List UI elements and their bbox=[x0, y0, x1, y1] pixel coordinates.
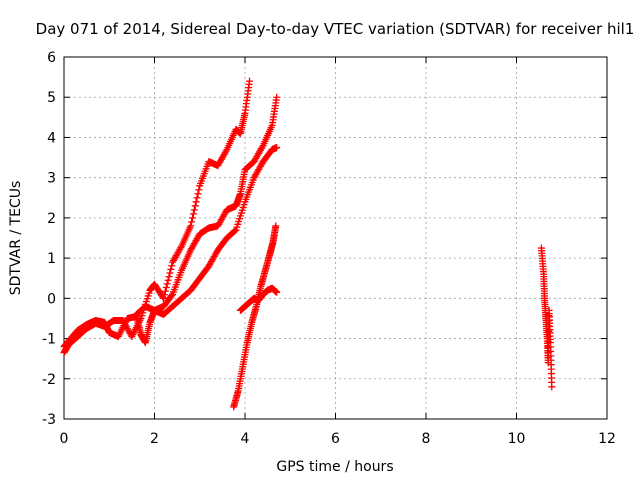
x-tick-label: 2 bbox=[150, 431, 159, 447]
x-tick-label: 12 bbox=[598, 431, 616, 447]
data-point bbox=[222, 147, 230, 155]
data-point bbox=[165, 273, 173, 281]
data-point bbox=[160, 294, 168, 302]
data-point bbox=[273, 144, 281, 151]
data-point bbox=[273, 93, 281, 101]
x-tick-label: 0 bbox=[60, 431, 69, 447]
series bbox=[236, 284, 281, 314]
y-tick-label: -2 bbox=[42, 372, 56, 388]
series bbox=[230, 222, 280, 411]
data-point bbox=[166, 269, 174, 277]
y-tick-label: 4 bbox=[47, 130, 56, 146]
data-point bbox=[189, 210, 197, 218]
data-marks bbox=[60, 77, 556, 411]
data-point bbox=[272, 222, 280, 230]
y-tick-label: 2 bbox=[47, 211, 56, 227]
data-point bbox=[167, 265, 175, 273]
data-point bbox=[177, 244, 185, 252]
data-point bbox=[246, 77, 254, 85]
y-tick-labels: -3 -2 -1 0 1 2 3 4 5 6 bbox=[42, 50, 56, 428]
data-point bbox=[162, 283, 170, 291]
data-point bbox=[168, 262, 176, 270]
y-tick-label: 3 bbox=[47, 171, 56, 187]
x-tick-label: 6 bbox=[331, 431, 340, 447]
x-tick-label: 8 bbox=[422, 431, 431, 447]
y-axis-label: SDTVAR / TECUs bbox=[8, 181, 24, 296]
data-point bbox=[161, 287, 169, 295]
axis-ticks bbox=[63, 56, 608, 420]
x-tick-label: 4 bbox=[241, 431, 250, 447]
data-point bbox=[231, 227, 239, 235]
y-tick-label: 1 bbox=[47, 251, 56, 267]
chart-title: Day 071 of 2014, Sidereal Day-to-day VTE… bbox=[36, 20, 635, 38]
data-point bbox=[190, 206, 198, 214]
y-tick-label: -3 bbox=[42, 412, 56, 428]
data-point bbox=[168, 292, 176, 300]
grid-lines bbox=[64, 57, 607, 419]
y-tick-label: 6 bbox=[47, 50, 56, 66]
data-point bbox=[187, 222, 195, 230]
data-point bbox=[548, 383, 556, 391]
data-point bbox=[164, 276, 172, 284]
series bbox=[60, 93, 281, 351]
data-point bbox=[191, 202, 199, 210]
series bbox=[132, 144, 281, 318]
y-tick-label: 0 bbox=[47, 291, 56, 307]
x-axis-label: GPS time / hours bbox=[276, 459, 393, 475]
x-tick-label: 10 bbox=[508, 431, 526, 447]
data-point bbox=[193, 194, 201, 202]
data-point bbox=[163, 280, 171, 288]
data-point bbox=[189, 214, 197, 222]
data-point bbox=[194, 190, 202, 198]
data-point bbox=[188, 218, 196, 226]
y-tick-label: -1 bbox=[42, 332, 56, 348]
data-point bbox=[273, 288, 281, 296]
y-tick-label: 5 bbox=[47, 90, 56, 106]
data-point bbox=[160, 291, 168, 299]
data-point bbox=[195, 186, 203, 194]
series bbox=[537, 244, 556, 391]
data-point bbox=[258, 143, 266, 151]
data-point bbox=[192, 198, 200, 206]
x-tick-labels: 0 2 4 6 8 10 12 bbox=[60, 431, 616, 447]
